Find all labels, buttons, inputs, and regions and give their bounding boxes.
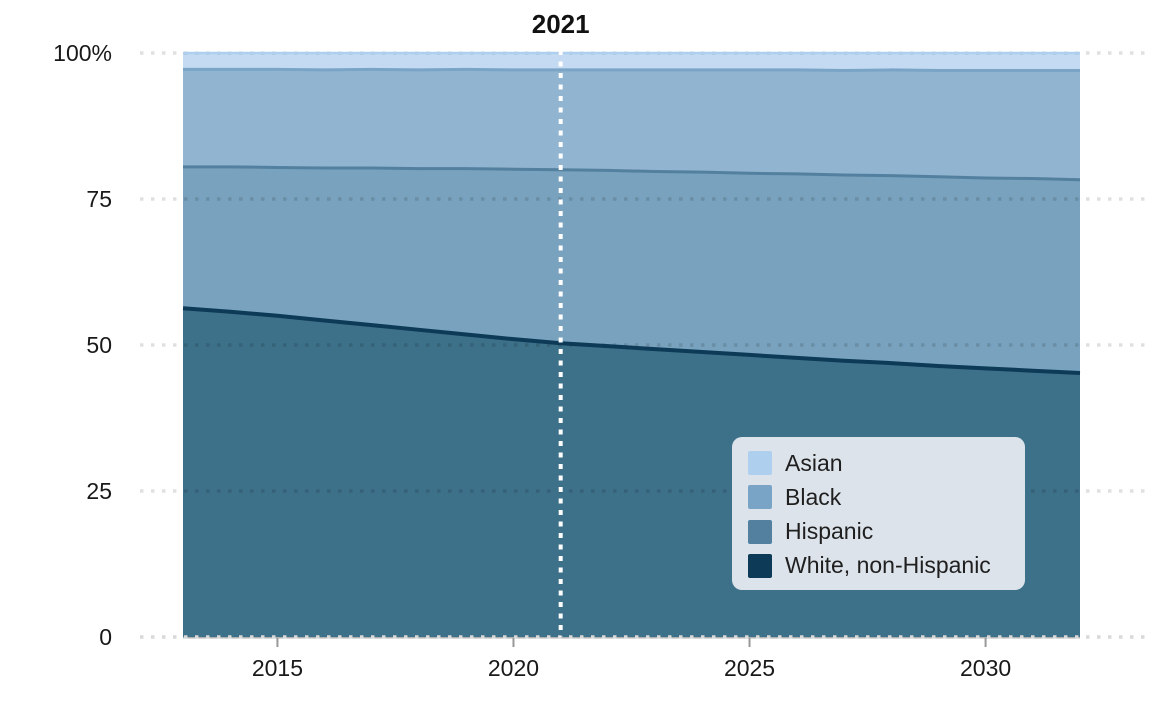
x-tick-label: 2020 [488, 655, 539, 681]
y-tick-label: 25 [86, 478, 112, 504]
x-tick-label: 2015 [252, 655, 303, 681]
x-tick-label: 2030 [960, 655, 1011, 681]
area-hispanic [183, 166, 1080, 374]
legend-item-label: Black [785, 483, 842, 510]
legend-item-label: Asian [785, 449, 843, 476]
y-tick-label: 0 [99, 624, 112, 650]
legend-item-asian: Asian [748, 451, 1011, 475]
legend-item-label: Hispanic [785, 518, 874, 545]
legend-item-black: Black [748, 483, 1011, 510]
legend-item-white-non-hispanic: White, non-Hispanic [748, 552, 1011, 579]
area-black [183, 69, 1080, 180]
y-tick-label: 50 [86, 332, 112, 358]
y-tick-label: 100% [53, 40, 112, 66]
y-tick-label: 75 [86, 186, 112, 212]
series-boundary-lines [182, 51, 1081, 376]
axis-labels: 0 25 50 75 100% 2015 2020 2025 2030 2021 [53, 9, 1011, 681]
area-asian [183, 53, 1080, 71]
legend-item-hispanic: Hispanic [748, 518, 1011, 545]
x-tick-label: 2025 [724, 655, 775, 681]
marker-year-title: 2021 [532, 9, 590, 39]
boundary-line-hispanic [183, 165, 1081, 182]
legend-swatch-hispanic [748, 519, 772, 544]
legend: Asian Black Hispanic White, non-Hispanic [732, 437, 1025, 590]
legend-item-label: White, non-Hispanic [785, 552, 991, 579]
legend-swatch-asian [748, 451, 772, 475]
legend-swatch-black [748, 485, 772, 510]
boundary-line-white-non-hispanic [182, 306, 1081, 376]
boundary-line-black [183, 67, 1080, 73]
x-axis-ticks [276, 638, 987, 647]
legend-swatch-white-non-hispanic [748, 553, 772, 578]
